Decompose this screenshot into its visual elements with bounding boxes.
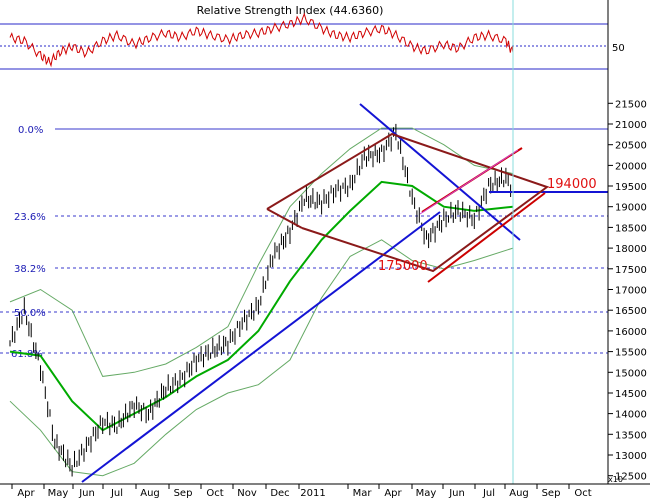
x-tick-label: Oct [206,488,223,498]
x-tick-label: Oct [574,488,591,498]
x-tick-label: Aug [509,488,529,498]
fib-label-0: 0.0% [18,125,43,136]
x-tick-label: Jul [110,488,123,498]
rsi-title: Relative Strength Index (44.6360) [197,4,384,17]
x-tick-label: Sep [174,488,193,498]
x-tick-label: Aug [140,488,160,498]
x-tick-label: Jun [78,488,95,498]
x-tick-label: 2011 [300,488,325,498]
channel-lower-line [427,192,546,283]
y-tick-label: 14000 [615,410,647,421]
annotation-175000: 175000 [378,259,428,274]
fib-label-50: 50.0% [14,308,46,319]
moving-average-line [9,180,514,432]
y-tick-label: 18000 [615,244,647,255]
corner-multiplier-label: x10 [608,475,623,484]
y-tick-label: 15500 [615,348,647,359]
rsi-series-line [9,12,514,68]
y-tick-label: 13000 [615,451,647,462]
y-tick-label: 17500 [615,265,647,276]
x-tick-label: Sep [542,488,561,498]
y-tick-label: 21500 [615,99,647,110]
x-tick-label: Nov [237,488,257,498]
x-tick-label: May [416,488,437,498]
x-tick-label: Apr [17,488,35,498]
x-tick-label: Jul [482,488,495,498]
y-tick-label: 19000 [615,203,647,214]
x-tick-label: Jun [448,488,465,498]
time-x-axis: Apr May Jun Jul Aug Sep Oct Nov Dec 2011 Mar Apr May… [0,483,650,498]
y-tick-label: 15000 [615,368,647,379]
rsi-panel: Relative Strength Index (44.6360) 50 [0,4,625,70]
upper-band-line [9,127,514,377]
y-tick-label: 21000 [615,120,647,131]
price-bars [9,123,512,477]
triangle-left-edge [266,208,303,229]
y-tick-label: 20000 [615,161,647,172]
y-tick-label: 13500 [615,430,647,441]
fib-label-38: 38.2% [14,264,46,275]
y-tick-label: 14500 [615,389,647,400]
triangle-pattern [266,132,550,273]
y-tick-label: 12500 [615,472,647,483]
price-panel: 0.0% 23.6% 38.2% 50.0% 61.8% 194000 1750… [0,0,608,484]
price-y-axis: 12500 13000 13500 14000 14500 15000 15500 16000… [607,0,647,484]
y-tick-label: 16000 [615,327,647,338]
channel-upper-magenta-line [419,149,519,215]
x-tick-label: Apr [384,488,402,498]
rsi-tick-50: 50 [612,43,625,54]
y-tick-label: 16500 [615,306,647,317]
y-tick-label: 17000 [615,286,647,297]
annotation-194000: 194000 [547,177,597,192]
x-tick-label: May [48,488,69,498]
descending-trendline [359,103,521,241]
y-tick-label: 18500 [615,223,647,234]
y-tick-label: 20500 [615,141,647,152]
long-trendline [81,211,441,483]
y-tick-label: 19500 [615,182,647,193]
x-tick-label: Mar [353,488,373,498]
fib-label-23: 23.6% [14,212,46,223]
x-tick-label: Dec [270,488,289,498]
